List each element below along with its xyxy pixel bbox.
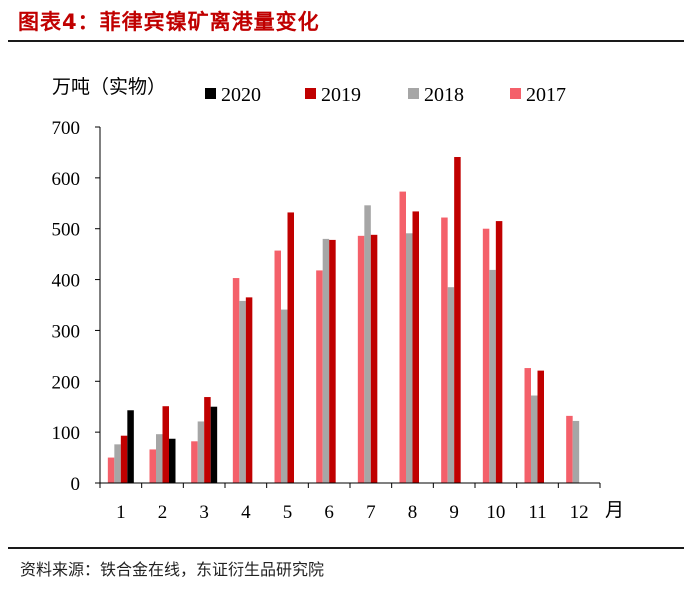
y-tick-label: 0 bbox=[71, 474, 81, 495]
figure-title: 图表4：菲律宾镍矿离港量变化 bbox=[18, 10, 320, 34]
bar-2017-month-11 bbox=[524, 368, 531, 483]
bar-2020-month-1 bbox=[127, 410, 134, 483]
y-tick-label: 300 bbox=[52, 321, 81, 342]
y-tick-label: 700 bbox=[52, 118, 81, 139]
bar-2018-month-5 bbox=[281, 309, 288, 483]
x-tick-label: 9 bbox=[449, 502, 459, 523]
x-axis: 1 2 3 4 5 6 7 8 9 10 11 12 bbox=[99, 482, 601, 523]
bar-2017-month-9 bbox=[441, 217, 448, 483]
x-tick-label: 1 bbox=[116, 502, 126, 523]
bar-2018-month-10 bbox=[489, 269, 496, 483]
bar-2020-month-2 bbox=[169, 438, 176, 483]
legend-label-2018: 2018 bbox=[424, 84, 464, 106]
bar-2019-month-2 bbox=[162, 406, 169, 483]
legend-swatch-2018 bbox=[408, 88, 419, 99]
bar-2018-month-8 bbox=[406, 233, 413, 483]
x-tick-label: 8 bbox=[408, 502, 418, 523]
bar-2017-month-12 bbox=[566, 415, 573, 483]
bar-2019-month-1 bbox=[120, 435, 128, 483]
y-tick-label: 100 bbox=[52, 423, 81, 444]
bar-2018-month-12 bbox=[572, 420, 580, 483]
bar-2018-month-9 bbox=[447, 287, 455, 483]
bar-2018-month-1 bbox=[114, 444, 121, 483]
x-tick-label: 12 bbox=[570, 502, 589, 523]
source-note: 资料来源：铁合金在线，东证衍生品研究院 bbox=[20, 560, 325, 579]
y-tick-label: 600 bbox=[52, 169, 81, 190]
x-tick-label: 10 bbox=[486, 502, 505, 523]
legend: 2020 2019 2018 2017 bbox=[205, 84, 566, 106]
bar-2018-month-7 bbox=[364, 205, 371, 483]
x-tick-label: 3 bbox=[199, 502, 209, 523]
bar-2018-month-4 bbox=[239, 300, 246, 483]
legend-label-2019: 2019 bbox=[321, 84, 361, 106]
y-tick-label: 500 bbox=[52, 220, 81, 241]
bar-2017-month-5 bbox=[274, 250, 281, 483]
x-tick-label: 11 bbox=[528, 502, 546, 523]
bar-2019-month-4 bbox=[245, 297, 253, 483]
bar-2017-month-6 bbox=[316, 270, 323, 483]
legend-swatch-2019 bbox=[305, 88, 316, 99]
bar-2019-month-8 bbox=[412, 211, 419, 484]
bar-2017-month-2 bbox=[149, 449, 156, 483]
bar-2017-month-8 bbox=[399, 191, 406, 483]
bar-2019-month-10 bbox=[495, 221, 503, 483]
x-tick-label: 2 bbox=[158, 502, 168, 523]
y-tick-label: 400 bbox=[52, 271, 81, 292]
legend-label-2017: 2017 bbox=[526, 84, 566, 106]
bar-2018-month-11 bbox=[531, 395, 538, 483]
bar-2019-month-11 bbox=[537, 370, 544, 483]
top-rule bbox=[8, 40, 684, 42]
bar-2018-month-2 bbox=[156, 434, 163, 483]
legend-swatch-2017 bbox=[510, 88, 521, 99]
legend-label-2020: 2020 bbox=[221, 84, 261, 106]
bar-2017-month-7 bbox=[357, 235, 365, 483]
bar-2018-month-3 bbox=[197, 421, 205, 483]
bar-2019-month-7 bbox=[370, 234, 378, 483]
bar-2018-month-6 bbox=[322, 238, 330, 483]
bars bbox=[107, 157, 580, 484]
legend-swatch-2020 bbox=[205, 88, 216, 99]
bar-2019-month-6 bbox=[329, 239, 336, 483]
y-tick-label: 200 bbox=[52, 372, 81, 393]
bar-2017-month-1 bbox=[107, 457, 115, 483]
x-tick-label: 6 bbox=[324, 502, 334, 523]
bar-2017-month-10 bbox=[482, 228, 490, 483]
bar-2020-month-3 bbox=[210, 406, 218, 483]
bar-2019-month-5 bbox=[287, 212, 294, 483]
bar-2017-month-4 bbox=[232, 278, 240, 483]
x-tick-label: 5 bbox=[283, 502, 293, 523]
bottom-rule bbox=[8, 547, 684, 549]
x-axis-label: 月 bbox=[605, 500, 624, 521]
bar-2017-month-3 bbox=[191, 441, 198, 483]
bar-2019-month-9 bbox=[454, 157, 461, 483]
bar-2019-month-3 bbox=[204, 397, 211, 483]
y-axis-label: 万吨（实物） bbox=[52, 76, 166, 98]
y-axis: 0 100 200 300 400 500 600 700 bbox=[52, 118, 101, 495]
x-tick-label: 4 bbox=[241, 502, 251, 523]
x-tick-label: 7 bbox=[366, 502, 376, 523]
